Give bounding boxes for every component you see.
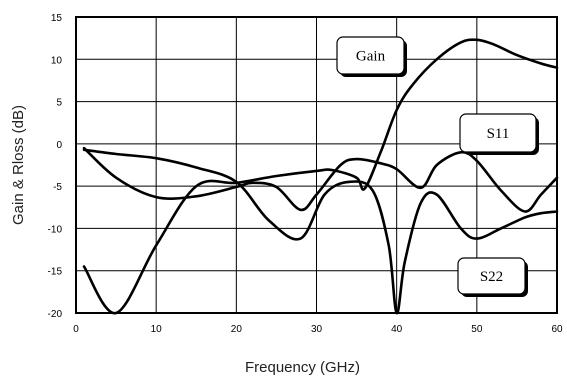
y-tick-label: 10	[51, 55, 63, 66]
plot-frame	[75, 16, 558, 314]
x-tick-label: 0	[73, 324, 79, 335]
callouts: Gain S11 S22	[336, 36, 539, 297]
x-tick-label: 50	[471, 324, 483, 335]
x-tick-label: 20	[231, 324, 243, 335]
x-tick-label: 40	[391, 324, 403, 335]
y-tick-label: -10	[48, 224, 63, 235]
series-line-s11	[82, 146, 559, 213]
callout-label-gain: Gain	[356, 49, 386, 65]
callout-box-s22	[457, 257, 526, 295]
y-tick-label: -5	[53, 182, 62, 193]
y-tick-label: -15	[48, 267, 63, 278]
x-axis-label: Frequency (GHz)	[245, 359, 360, 376]
series-line-s22	[82, 148, 559, 315]
callout-box-gain	[336, 36, 405, 75]
series-line-gain	[82, 38, 559, 315]
y-tick-label: 0	[56, 140, 62, 151]
callout-box-s11	[459, 113, 537, 153]
y-tick-label: 15	[51, 13, 63, 24]
y-tick-label: -20	[48, 309, 63, 320]
callout-label-s22: S22	[480, 269, 503, 285]
y-tick-label: 5	[56, 98, 62, 109]
y-axis-label: Gain & Rloss (dB)	[10, 105, 27, 225]
x-tick-label: 10	[151, 324, 163, 335]
x-tick-label: 60	[551, 324, 563, 335]
x-tick-label: 30	[311, 324, 323, 335]
series-group	[82, 38, 559, 315]
callout-label-s11: S11	[487, 126, 510, 142]
